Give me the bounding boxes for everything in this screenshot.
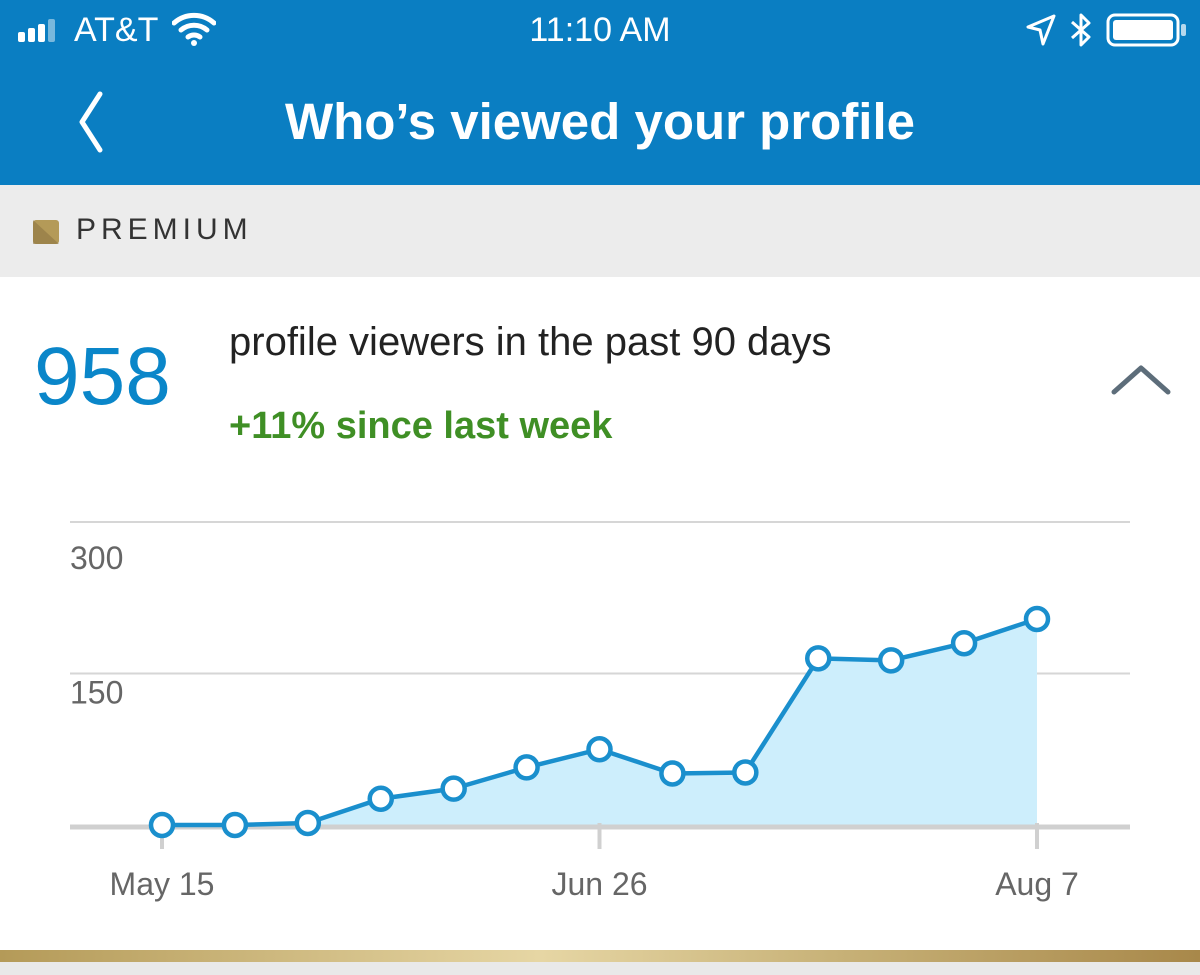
data-point [1023, 605, 1051, 633]
data-point [148, 811, 176, 839]
premium-banner [0, 185, 1200, 277]
x-tick-label: Aug 7 [995, 866, 1079, 902]
signal-icon [18, 19, 55, 42]
data-point [221, 811, 249, 839]
wifi-icon [172, 12, 216, 46]
status-time: 11:10 AM [529, 11, 671, 49]
viewer-count-description: profile viewers in the past 90 days [229, 320, 832, 364]
back-button[interactable] [70, 88, 120, 158]
top-app-bar [0, 0, 1200, 185]
area-fill [162, 618, 1037, 825]
x-tick-label: Jun 26 [551, 866, 647, 902]
location-arrow-icon [1026, 14, 1056, 46]
battery-icon [1106, 13, 1186, 47]
bottom-strip [0, 962, 1200, 975]
viewer-count: 958 [34, 331, 171, 422]
carrier-name: AT&T [74, 11, 159, 49]
data-point [513, 754, 540, 781]
data-point [294, 809, 322, 837]
data-point [877, 647, 905, 674]
profile-views-chart: 150 300 May 15 Jun 26 Aug 7 [70, 521, 1130, 902]
chevron-up-icon[interactable] [1110, 362, 1172, 396]
y-tick-label: 300 [70, 540, 123, 576]
data-point [659, 760, 686, 787]
y-tick-label: 150 [70, 675, 123, 711]
data-point [586, 736, 613, 763]
x-tick-label: May 15 [110, 866, 215, 902]
premium-label: PREMIUM [76, 213, 253, 246]
data-point [732, 759, 759, 786]
weekly-trend: +11% since last week [229, 405, 613, 447]
data-point [367, 785, 394, 812]
status-bar: AT&T 11:10 AM [0, 0, 1200, 62]
data-point [805, 645, 832, 672]
data-point [950, 629, 978, 657]
premium-divider [0, 950, 1200, 962]
data-point [440, 775, 467, 802]
page-title: Who’s viewed your profile [284, 93, 916, 150]
premium-badge-icon [33, 220, 59, 244]
bluetooth-icon [1071, 13, 1091, 47]
